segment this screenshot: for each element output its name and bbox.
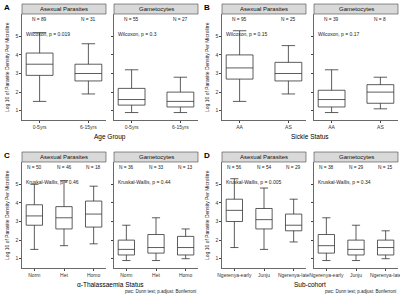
- svg-text:N = 46: N = 46: [57, 165, 72, 170]
- svg-text:N = 25: N = 25: [281, 17, 296, 22]
- svg-text:3: 3: [15, 218, 18, 224]
- svg-text:C: C: [4, 151, 10, 160]
- svg-text:5: 5: [215, 33, 218, 39]
- svg-text:N = 13: N = 13: [178, 165, 193, 170]
- svg-text:pwc: Dunn test; p.adjust: Bonf: pwc: Dunn test; p.adjust: Bonferroni: [125, 289, 196, 294]
- svg-text:N = 29: N = 29: [286, 165, 301, 170]
- svg-text:Homo: Homo: [179, 272, 193, 278]
- svg-text:N = 33: N = 33: [149, 165, 164, 170]
- svg-text:Ngerenya-early: Ngerenya-early: [309, 272, 344, 278]
- svg-text:Junju: Junju: [350, 272, 362, 278]
- svg-text:5: 5: [15, 181, 18, 187]
- svg-text:3: 3: [215, 70, 218, 76]
- svg-text:Log 10 of Parasite Density Per: Log 10 of Parasite Density Per Microlitr…: [204, 170, 210, 260]
- svg-text:Asexual Parasites: Asexual Parasites: [40, 154, 88, 160]
- svg-text:Gametocytes: Gametocytes: [139, 6, 174, 12]
- svg-text:AS: AS: [377, 124, 384, 130]
- svg-text:6-15yrs: 6-15yrs: [80, 124, 97, 130]
- svg-text:Sub-cohort: Sub-cohort: [294, 281, 326, 288]
- svg-text:1: 1: [215, 255, 218, 261]
- svg-text:N = 89: N = 89: [32, 17, 47, 22]
- svg-text:N = 27: N = 27: [173, 17, 188, 22]
- svg-text:N = 29: N = 29: [349, 165, 364, 170]
- svg-text:AA: AA: [328, 124, 335, 130]
- svg-text:2: 2: [215, 237, 218, 243]
- svg-text:N = 39: N = 39: [324, 17, 339, 22]
- svg-text:Log 10 of Parasite Density Per: Log 10 of Parasite Density Per Microlitr…: [4, 22, 10, 112]
- svg-text:Wilcoxon, p = 0.15: Wilcoxon, p = 0.15: [226, 31, 267, 37]
- svg-text:4: 4: [215, 200, 218, 206]
- svg-text:5: 5: [15, 33, 18, 39]
- svg-text:1: 1: [15, 255, 18, 261]
- svg-text:1: 1: [215, 107, 218, 113]
- svg-text:Ngerenya-late: Ngerenya-late: [278, 272, 310, 278]
- svg-text:N = 54: N = 54: [257, 165, 272, 170]
- svg-text:Asexual Parasites: Asexual Parasites: [240, 6, 288, 12]
- svg-text:D: D: [204, 151, 210, 160]
- svg-text:Junju: Junju: [258, 272, 270, 278]
- svg-text:Sickle Status: Sickle Status: [291, 133, 329, 140]
- svg-text:N = 95: N = 95: [232, 17, 247, 22]
- svg-text:Asexual Parasites: Asexual Parasites: [40, 6, 88, 12]
- svg-text:2: 2: [15, 237, 18, 243]
- svg-text:Homo: Homo: [87, 272, 101, 278]
- svg-text:Norm: Norm: [28, 272, 40, 278]
- svg-text:Kruskal-Wallis, p = 0.34: Kruskal-Wallis, p = 0.34: [318, 179, 371, 185]
- svg-text:N = 31: N = 31: [81, 17, 96, 22]
- svg-text:Het: Het: [152, 272, 160, 278]
- svg-text:N = 18: N = 18: [86, 165, 101, 170]
- svg-text:Kruskal-Wallis, p = 0.005: Kruskal-Wallis, p = 0.005: [226, 179, 281, 185]
- svg-text:α-Thalassaemia Status: α-Thalassaemia Status: [77, 281, 144, 288]
- svg-text:Wilcoxon, p = 0.019: Wilcoxon, p = 0.019: [26, 31, 70, 37]
- svg-text:N = 50: N = 50: [27, 165, 42, 170]
- svg-text:4: 4: [215, 52, 218, 58]
- svg-text:2: 2: [215, 89, 218, 95]
- svg-text:A: A: [4, 3, 10, 12]
- svg-text:B: B: [204, 3, 210, 12]
- svg-text:N = 15: N = 15: [378, 165, 393, 170]
- svg-text:2: 2: [15, 89, 18, 95]
- svg-text:N = 56: N = 56: [227, 165, 242, 170]
- svg-text:AA: AA: [236, 124, 243, 130]
- svg-text:1: 1: [15, 107, 18, 113]
- svg-text:Gametocytes: Gametocytes: [139, 154, 174, 160]
- svg-text:Gametocytes: Gametocytes: [339, 6, 374, 12]
- svg-text:Log 10 of Parasite Density Per: Log 10 of Parasite Density Per Microlitr…: [204, 22, 210, 112]
- svg-text:4: 4: [15, 200, 18, 206]
- svg-text:3: 3: [215, 218, 218, 224]
- svg-text:Wilcoxon, p = 0.17: Wilcoxon, p = 0.17: [318, 31, 359, 37]
- svg-text:5: 5: [215, 181, 218, 187]
- svg-text:N = 8: N = 8: [374, 17, 386, 22]
- svg-text:Age Group: Age Group: [94, 133, 126, 141]
- svg-text:Asexual Parasites: Asexual Parasites: [240, 154, 288, 160]
- svg-text:Gametocytes: Gametocytes: [339, 154, 374, 160]
- svg-text:6-15yrs: 6-15yrs: [172, 124, 189, 130]
- svg-text:0-5yrs: 0-5yrs: [33, 124, 47, 130]
- svg-text:N = 36: N = 36: [119, 165, 134, 170]
- svg-text:AS: AS: [285, 124, 292, 130]
- svg-text:N = 55: N = 55: [124, 17, 139, 22]
- svg-text:Wilcoxon, p = 0.3: Wilcoxon, p = 0.3: [118, 31, 157, 37]
- svg-text:N = 38: N = 38: [319, 165, 334, 170]
- svg-text:Log 10 of Parasite Density Per: Log 10 of Parasite Density Per Microlitr…: [4, 170, 10, 260]
- svg-text:3: 3: [15, 70, 18, 76]
- svg-text:Kruskal-Wallis, p = 0.46: Kruskal-Wallis, p = 0.46: [26, 179, 79, 185]
- svg-text:4: 4: [15, 52, 18, 58]
- svg-text:Norm: Norm: [120, 272, 132, 278]
- svg-text:Ngerenya-early: Ngerenya-early: [217, 272, 252, 278]
- svg-text:Ngerenya-late: Ngerenya-late: [370, 272, 400, 278]
- svg-text:Het: Het: [60, 272, 68, 278]
- svg-text:0-5yrs: 0-5yrs: [125, 124, 139, 130]
- svg-text:pwc: Dunn test; p.adjust: Bonf: pwc: Dunn test; p.adjust: Bonferroni: [325, 289, 396, 294]
- svg-text:Kruskal-Wallis, p = 0.44: Kruskal-Wallis, p = 0.44: [118, 179, 171, 185]
